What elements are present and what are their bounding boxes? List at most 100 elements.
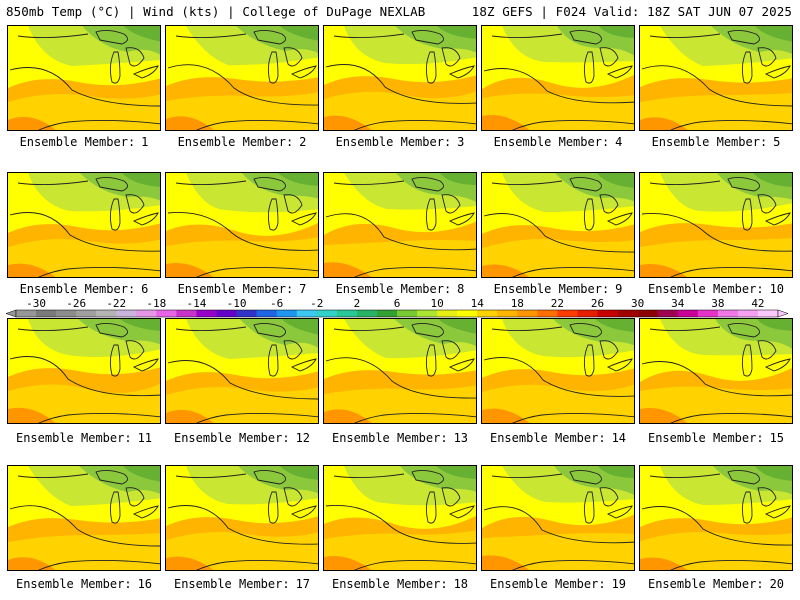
ensemble-panel <box>165 172 319 278</box>
ensemble-member-caption: Ensemble Member: 12 <box>163 431 321 445</box>
colorbar-swatch <box>256 310 277 317</box>
colorbar-swatch <box>637 310 658 317</box>
member-number: 3 <box>457 135 465 149</box>
ensemble-panel <box>165 25 319 131</box>
member-number: 10 <box>769 282 785 296</box>
temperature-map <box>640 466 792 570</box>
ensemble-member-caption: Ensemble Member: 3 <box>321 135 479 149</box>
ensemble-panel <box>639 465 793 571</box>
model-run-info: 18Z GEFS | F024 Valid: 18Z SAT JUN 07 20… <box>471 4 792 19</box>
colorbar-tick-label: -6 <box>270 297 283 310</box>
caption-label: Ensemble Member: <box>647 282 764 296</box>
colorbar-tick-label: 22 <box>551 297 564 310</box>
colorbar-tick-label: 2 <box>354 297 361 310</box>
ensemble-member-caption: Ensemble Member: 11 <box>5 431 163 445</box>
colorbar-tick-label: 30 <box>631 297 644 310</box>
colorbar-swatch <box>156 310 177 317</box>
colorbar-swatch <box>517 310 538 317</box>
caption-label: Ensemble Member: <box>173 577 290 591</box>
member-number: 12 <box>295 431 311 445</box>
temperature-map <box>324 466 476 570</box>
member-number: 14 <box>611 431 627 445</box>
colorbar-tick-label: -2 <box>310 297 323 310</box>
temperature-map <box>482 466 634 570</box>
colorbar-swatch <box>537 310 558 317</box>
ensemble-panel <box>7 25 161 131</box>
member-number: 9 <box>615 282 623 296</box>
ensemble-panel <box>323 172 477 278</box>
caption-label: Ensemble Member: <box>15 577 132 591</box>
ensemble-member-caption: Ensemble Member: 2 <box>163 135 321 149</box>
temperature-map <box>324 173 476 277</box>
colorbar-swatch <box>657 310 679 317</box>
colorbar-swatch <box>16 310 37 317</box>
member-number: 19 <box>611 577 627 591</box>
caption-label: Ensemble Member: <box>177 135 294 149</box>
ensemble-member-caption: Ensemble Member: 14 <box>479 431 637 445</box>
temperature-map <box>8 26 160 130</box>
colorbar-right-arrow <box>777 309 789 318</box>
member-number: 1 <box>141 135 149 149</box>
colorbar-tick-label: -22 <box>106 297 126 310</box>
temperature-colorbar: -30 -26 -22 -18 -14 -10 -6 -2 2 6 10 14 18 22 26 30 34 38… <box>5 297 789 318</box>
ensemble-panel <box>165 318 319 424</box>
ensemble-panel <box>481 318 635 424</box>
ensemble-member-caption: Ensemble Member: 10 <box>637 282 795 296</box>
member-number: 13 <box>453 431 469 445</box>
temperature-map <box>482 26 634 130</box>
ensemble-member-caption: Ensemble Member: 4 <box>479 135 637 149</box>
colorbar-tick-label: 26 <box>591 297 604 310</box>
member-number: 18 <box>453 577 469 591</box>
caption-label: Ensemble Member: <box>647 577 764 591</box>
colorbar-swatch <box>136 310 157 317</box>
map-title: 850mb Temp (°C) | Wind (kts) | College o… <box>6 4 426 19</box>
colorbar-tick-label: -26 <box>66 297 86 310</box>
member-number: 11 <box>137 431 153 445</box>
temperature-map <box>640 26 792 130</box>
temperature-map <box>8 173 160 277</box>
ensemble-panel <box>323 318 477 424</box>
member-number: 17 <box>295 577 311 591</box>
caption-label: Ensemble Member: <box>493 282 610 296</box>
colorbar-swatch <box>597 310 618 317</box>
colorbar-swatch <box>737 310 759 317</box>
temperature-map <box>482 319 634 423</box>
ensemble-panel <box>639 318 793 424</box>
ensemble-panel <box>7 465 161 571</box>
colorbar-swatch <box>677 310 699 317</box>
colorbar-swatch <box>76 310 97 317</box>
ensemble-panel <box>323 465 477 571</box>
caption-label: Ensemble Member: <box>489 577 606 591</box>
colorbar-tick-label: 18 <box>511 297 524 310</box>
caption-label: Ensemble Member: <box>173 431 290 445</box>
ensemble-panel <box>323 25 477 131</box>
ensemble-panel <box>7 318 161 424</box>
colorbar-swatch <box>717 310 739 317</box>
colorbar-swatch <box>757 310 779 317</box>
colorbar-swatch <box>196 310 217 317</box>
colorbar-swatch <box>276 310 298 317</box>
colorbar-swatch <box>36 310 57 317</box>
colorbar-swatch <box>397 310 418 317</box>
ensemble-member-caption: Ensemble Member: 17 <box>163 577 321 591</box>
colorbar-swatch <box>216 310 237 317</box>
ensemble-panel <box>639 172 793 278</box>
colorbar-swatch <box>96 310 117 317</box>
ensemble-member-caption: Ensemble Member: 1 <box>5 135 163 149</box>
colorbar-swatch <box>617 310 638 317</box>
ensemble-member-caption: Ensemble Member: 6 <box>5 282 163 296</box>
caption-label: Ensemble Member: <box>19 282 136 296</box>
ensemble-member-caption: Ensemble Member: 18 <box>321 577 479 591</box>
colorbar-swatch <box>577 310 598 317</box>
colorbar-swatch <box>557 310 578 317</box>
temperature-map <box>482 173 634 277</box>
colorbar-swatch <box>417 310 438 317</box>
colorbar-tick-label: -30 <box>26 297 46 310</box>
colorbar-swatch <box>296 310 318 317</box>
colorbar-swatch <box>336 310 358 317</box>
ensemble-member-caption: Ensemble Member: 16 <box>5 577 163 591</box>
colorbar-swatch <box>477 310 498 317</box>
caption-label: Ensemble Member: <box>647 431 764 445</box>
member-number: 8 <box>457 282 465 296</box>
colorbar-tick-label: 14 <box>471 297 485 310</box>
